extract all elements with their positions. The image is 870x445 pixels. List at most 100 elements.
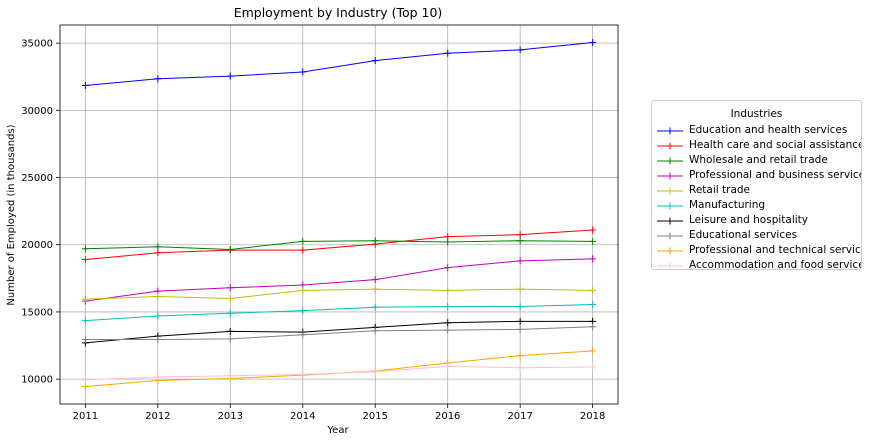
legend-swatch (657, 217, 683, 224)
series-2 (81, 237, 597, 253)
x-tick-label: 2013 (218, 411, 243, 422)
grid (60, 25, 618, 404)
data-point (81, 335, 89, 343)
x-tick-label: 2015 (363, 411, 388, 422)
data-point (516, 46, 524, 54)
legend-item: Manufacturing (652, 198, 861, 213)
legend-list: Education and health services Health care… (652, 123, 861, 273)
data-point (226, 245, 234, 253)
data-point (299, 246, 307, 254)
y-tick-label: 35000 (21, 39, 53, 50)
legend-item: Retail trade (652, 183, 861, 198)
x-tick-label: 2012 (145, 411, 170, 422)
series-line (85, 258, 593, 302)
axes: 2011 2012 2013 2014 2015 2016 2017 2018 10000 150… (21, 24, 619, 422)
series-line (85, 240, 593, 250)
data-point (81, 81, 89, 89)
y-axis-label: Number of Employed (in thousands) (6, 124, 17, 305)
legend: Industries Education and health services… (651, 100, 862, 273)
data-point (226, 72, 234, 80)
legend-item: Education and health services (652, 123, 861, 138)
data-point (589, 347, 597, 355)
data-point (154, 335, 162, 343)
legend-label: Wholesale and retail trade (689, 154, 828, 166)
data-point (154, 312, 162, 320)
legend-item: Leisure and hospitality (652, 213, 861, 228)
data-point (226, 372, 234, 380)
data-point (371, 237, 379, 245)
x-tick-label: 2011 (73, 411, 98, 422)
legend-swatch (657, 172, 683, 179)
legend-item: Health care and social assistance (652, 138, 861, 153)
series-line (85, 350, 593, 388)
legend-label: Professional and business services (689, 169, 861, 181)
data-point (589, 286, 597, 294)
data-point (516, 317, 524, 325)
legend-swatch (657, 202, 683, 209)
series-line (85, 41, 593, 86)
legend-label: Health care and social assistance (689, 139, 861, 151)
legend-swatch (657, 247, 683, 254)
data-point (444, 49, 452, 57)
data-point (516, 237, 524, 245)
legend-label: Professional and technical services (689, 244, 861, 256)
data-point (371, 285, 379, 293)
data-point (226, 284, 234, 292)
legend-label: Leisure and hospitality (689, 214, 808, 226)
series-4 (81, 285, 597, 303)
data-point (444, 319, 452, 327)
data-point (516, 257, 524, 265)
data-point (299, 307, 307, 315)
series-line (85, 288, 593, 300)
legend-label: Education and health services (689, 124, 848, 136)
x-tick-label: 2016 (435, 411, 460, 422)
plot-frame (59, 24, 619, 405)
series-line (85, 326, 593, 340)
data-point (226, 309, 234, 317)
data-point (81, 245, 89, 253)
legend-label: Retail trade (689, 184, 751, 196)
legend-item: Professional and business services (652, 168, 861, 183)
data-point (226, 294, 234, 302)
data-point (81, 317, 89, 325)
y-tick-label: 20000 (21, 240, 53, 251)
x-tick-label: 2014 (290, 411, 315, 422)
data-point (371, 368, 379, 376)
series-line (85, 304, 593, 322)
data-point (226, 335, 234, 343)
series-9 (81, 362, 597, 384)
legend-title: Industries (730, 108, 783, 120)
legend-label: Accommodation and food services (689, 259, 861, 271)
data-point (516, 364, 524, 372)
legend-swatch (657, 127, 683, 134)
data-point (444, 362, 452, 370)
legend-swatch (657, 262, 683, 269)
data-point (299, 331, 307, 339)
data-point (589, 226, 597, 234)
legend-item: Wholesale and retail trade (652, 153, 861, 168)
data-point (81, 383, 89, 391)
legend-label: Manufacturing (689, 199, 766, 211)
legend-swatch (657, 232, 683, 239)
series-6 (81, 317, 597, 347)
series-group (81, 38, 597, 391)
data-point (371, 57, 379, 65)
data-point (81, 256, 89, 264)
data-point (444, 264, 452, 272)
data-point (516, 352, 524, 360)
legend-item: Educational services (652, 228, 861, 243)
x-tick-label: 2018 (580, 411, 605, 422)
legend-label: Educational services (689, 229, 798, 241)
data-point (444, 238, 452, 246)
data-point (589, 301, 597, 309)
data-point (589, 237, 597, 245)
data-point (444, 286, 452, 294)
data-point (81, 295, 89, 303)
data-point (154, 243, 162, 251)
y-tick-label: 25000 (21, 173, 53, 184)
data-point (516, 231, 524, 239)
series-1 (81, 226, 597, 264)
legend-item: Accommodation and food services (652, 258, 861, 273)
data-point (516, 325, 524, 333)
data-point (299, 68, 307, 76)
